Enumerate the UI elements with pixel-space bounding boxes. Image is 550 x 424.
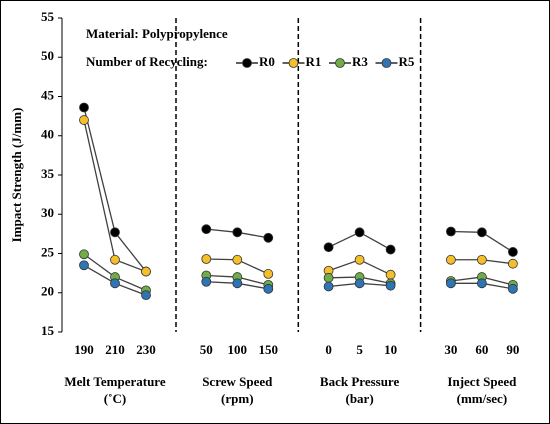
marker [232, 227, 243, 238]
x-axis-label: Inject Speed [447, 374, 517, 389]
marker [79, 102, 89, 113]
marker [263, 269, 274, 279]
marker [508, 283, 518, 294]
x-tick-label: 190 [74, 342, 94, 357]
marker [323, 242, 334, 253]
x-tick-label: 230 [136, 342, 156, 357]
annotation: Material: Polypropylence [86, 26, 228, 41]
y-tick-label: 40 [41, 127, 54, 142]
x-tick-label: 60 [475, 342, 488, 357]
x-axis-label: (˚C) [104, 391, 126, 406]
marker [445, 278, 456, 289]
marker [79, 249, 89, 260]
marker [201, 254, 212, 264]
legend-marker [335, 58, 345, 68]
y-tick-label: 45 [41, 87, 55, 102]
y-tick-label: 20 [41, 284, 54, 299]
marker [385, 244, 396, 255]
legend-label: R3 [352, 54, 368, 69]
legend-marker [242, 58, 252, 68]
x-tick-label: 210 [105, 342, 125, 357]
x-axis-label: Screw Speed [202, 374, 273, 389]
marker [354, 227, 365, 238]
annotation: Number of Recycling: [86, 54, 208, 69]
y-tick-label: 15 [41, 323, 55, 338]
marker [323, 281, 334, 292]
y-axis-label: Impact Strength (J/mm) [9, 108, 24, 243]
marker [385, 280, 396, 291]
x-tick-label: 5 [356, 342, 363, 357]
marker [263, 232, 274, 243]
x-tick-label: 100 [228, 342, 248, 357]
marker [141, 266, 151, 277]
marker [508, 247, 518, 257]
x-axis-label: Back Pressure [320, 374, 400, 389]
y-tick-label: 50 [41, 48, 54, 63]
y-tick-label: 25 [41, 244, 55, 259]
marker [232, 278, 243, 289]
marker [354, 254, 365, 265]
marker [445, 226, 456, 237]
y-tick-label: 35 [41, 166, 55, 181]
marker [141, 290, 151, 301]
x-axis-label: (rpm) [221, 391, 254, 406]
marker [476, 227, 487, 238]
marker [232, 254, 243, 265]
marker [110, 254, 120, 265]
x-tick-label: 10 [384, 342, 397, 357]
marker [79, 260, 89, 271]
marker [508, 258, 518, 269]
x-tick-label: 50 [200, 342, 213, 357]
marker [354, 278, 365, 289]
marker [201, 276, 212, 287]
marker [110, 278, 120, 289]
x-tick-label: 90 [506, 342, 519, 357]
marker [263, 283, 274, 294]
legend-marker [381, 58, 392, 68]
y-tick-label: 55 [41, 9, 55, 24]
x-axis-label: Melt Temperature [64, 374, 165, 389]
x-axis-label: (bar) [346, 391, 374, 406]
marker [445, 254, 456, 265]
legend-label: R1 [306, 54, 322, 69]
marker [476, 278, 487, 289]
legend-label: R0 [259, 54, 275, 69]
marker [385, 269, 396, 280]
marker [110, 227, 120, 238]
x-tick-label: 150 [259, 342, 279, 357]
marker [323, 272, 334, 283]
x-tick-label: 0 [325, 342, 332, 357]
x-axis-label: (mm/sec) [457, 391, 508, 406]
marker [79, 115, 89, 125]
marker [201, 224, 212, 235]
x-tick-label: 30 [444, 342, 457, 357]
legend-label: R5 [399, 54, 415, 69]
legend-marker [288, 58, 299, 68]
y-tick-label: 30 [41, 205, 54, 220]
marker [476, 254, 487, 265]
